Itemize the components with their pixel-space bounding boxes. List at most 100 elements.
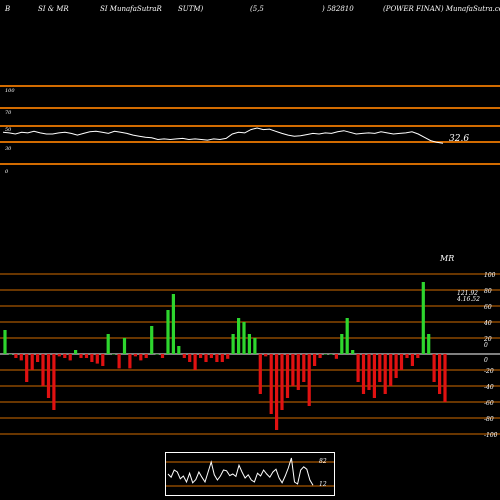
- chart-title: MR: [439, 254, 454, 263]
- header-label: SI & MR: [38, 5, 69, 13]
- mrsi-bar: [79, 354, 83, 358]
- mrsi-bar: [133, 354, 137, 357]
- mrsi-bar: [36, 354, 40, 362]
- mrsi-bar: [307, 354, 311, 406]
- mrsi-bar: [128, 354, 132, 369]
- mrsi-bar: [57, 354, 61, 357]
- mrsi-bar: [3, 330, 7, 354]
- mrsi-bar: [144, 354, 148, 358]
- mrsi-bar: [231, 334, 235, 354]
- mrsi-bar: [63, 354, 67, 358]
- y-tick-label: 70: [5, 110, 12, 116]
- mrsi-bar: [313, 354, 317, 366]
- mrsi-bar: [160, 354, 165, 358]
- mrsi-bar: [101, 354, 105, 366]
- value-label: 4.16.52: [456, 296, 480, 303]
- mrsi-bar: [345, 318, 349, 354]
- mrsi-bar: [356, 354, 360, 382]
- mrsi-bar: [247, 334, 251, 354]
- mrsi-bar: [275, 354, 279, 430]
- mrsi-bar: [106, 334, 110, 354]
- y-tick-label: 0: [484, 342, 488, 349]
- mrsi-bar: [199, 354, 203, 358]
- mrsi-bar: [14, 354, 18, 358]
- mrsi-bar: [122, 338, 127, 354]
- mrsi-bar: [46, 354, 51, 398]
- mrsi-bar: [166, 310, 170, 354]
- header-label: B: [5, 5, 11, 13]
- mrsi-bar: [52, 354, 56, 410]
- mrsi-bar: [410, 354, 414, 366]
- mrsi-bar: [19, 354, 23, 361]
- mrsi-bar: [237, 318, 241, 354]
- mini-label: 82: [319, 458, 327, 465]
- mrsi-bar: [84, 354, 89, 358]
- mini-frame: [165, 452, 335, 496]
- mrsi-bar: [204, 354, 208, 362]
- mrsi-bar: [74, 350, 78, 354]
- mrsi-bar: [427, 334, 431, 354]
- header-label: SI MunafaSutraR: [100, 5, 162, 13]
- mrsi-bar: [269, 354, 273, 414]
- mrsi-bar: [361, 354, 366, 394]
- mrsi-bar: [68, 354, 72, 361]
- mrsi-bar: [416, 354, 420, 358]
- mrsi-bar: [323, 354, 328, 355]
- rsi-series-line: [2, 127, 444, 144]
- mrsi-bar: [264, 354, 268, 357]
- y-tick-label: 0: [5, 169, 9, 175]
- mrsi-bar: [193, 354, 197, 370]
- mrsi-bar: [139, 354, 143, 361]
- mrsi-bar: [285, 354, 290, 398]
- mrsi-bar: [182, 354, 186, 358]
- y-tick-label: -100: [484, 432, 498, 439]
- header-label: (POWER FINAN) MunafaSutra.com: [383, 5, 500, 13]
- mrsi-bar: [112, 354, 116, 355]
- mrsi-bar: [329, 354, 333, 355]
- mrsi-bar: [25, 354, 29, 382]
- mrsi-bar: [438, 354, 442, 394]
- mrsi-bar: [378, 354, 382, 382]
- mrsi-bar: [280, 354, 284, 410]
- y-tick-label: -60: [484, 400, 494, 407]
- mrsi-bar: [215, 354, 219, 362]
- mrsi-bar: [8, 354, 12, 355]
- y-tick-label: 20: [483, 336, 492, 343]
- y-tick-label: 60: [484, 304, 492, 311]
- mrsi-bar: [389, 354, 393, 386]
- mrsi-bar: [253, 338, 257, 354]
- mrsi-bar: [155, 354, 159, 355]
- mrsi-bar: [443, 354, 447, 402]
- mrsi-bar: [150, 326, 154, 354]
- mrsi-bar: [226, 354, 230, 359]
- mrsi-bar: [188, 354, 192, 362]
- mrsi-bar: [209, 354, 213, 358]
- mrsi-bar: [432, 354, 436, 382]
- mrsi-bar: [372, 354, 376, 398]
- mrsi-bar: [340, 334, 344, 354]
- header-label: ) 582810: [322, 5, 354, 13]
- y-tick-label: 0: [484, 357, 488, 364]
- mrsi-bar: [220, 354, 224, 362]
- mrsi-bar: [421, 282, 425, 354]
- mrsi-bar: [351, 350, 355, 354]
- rsi-last-value: 32.6: [449, 134, 469, 144]
- mrsi-bar: [383, 354, 387, 394]
- mrsi-bar: [90, 354, 94, 362]
- mini-label: 12: [319, 481, 327, 488]
- mini-chart: 82 12: [165, 452, 335, 496]
- mrsi-bar: [296, 354, 300, 390]
- y-tick-label: -40: [484, 384, 494, 391]
- mrsi-bar: [318, 354, 322, 358]
- mrsi-bar: [394, 354, 398, 378]
- value-label: 121.92: [457, 290, 478, 297]
- mrsi-bar: [302, 354, 306, 382]
- y-tick-label: 100: [5, 88, 15, 94]
- mrsi-bar: [242, 322, 246, 354]
- y-tick-label: 100: [484, 272, 496, 279]
- y-tick-label: 50: [5, 127, 12, 133]
- rsi-chart: 100 70 50 30 0 32.6: [0, 85, 500, 175]
- mrsi-bar: [95, 354, 99, 364]
- mrsi-bar: [258, 354, 262, 394]
